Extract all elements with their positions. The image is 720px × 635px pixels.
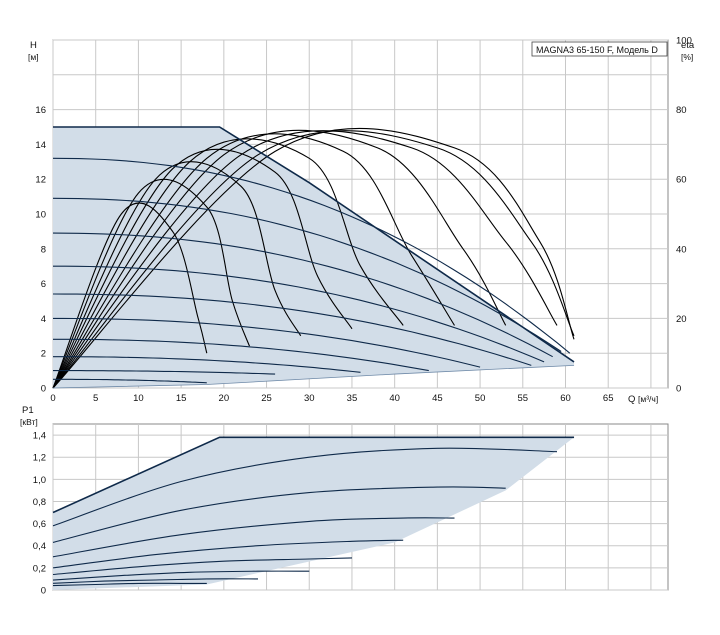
x-tick-label: 35 [347, 393, 358, 404]
head-speed-curve [53, 356, 361, 373]
eta-y-tick-label: 60 [676, 175, 687, 186]
eta-y-axis-label: eta [681, 40, 695, 51]
power-curves [52, 436, 575, 587]
x-tick-label: 40 [389, 393, 400, 404]
power-y-axis-label: P1 [22, 405, 34, 416]
head-x-tick-labels: 0 5 10 15 20 25 30 35 40 45 50 55 60 65 [50, 393, 613, 404]
head-speed-curve [53, 317, 481, 368]
efficiency-curve [52, 130, 575, 389]
x-tick-label: 15 [176, 393, 187, 404]
x-axis-unit: [м³/ч] [638, 394, 658, 404]
power-y-tick-label: 0,6 [33, 519, 46, 530]
power-y-tick-labels: 0 0,2 0,4 0,6 0,8 1,0 1,2 1,4 [33, 431, 46, 597]
efficiency-curve [52, 129, 507, 389]
x-tick-label: 60 [560, 393, 571, 404]
head-y-axis-unit: [м] [28, 52, 39, 62]
head-y-tick-label: 12 [35, 175, 46, 186]
power-curve [52, 486, 506, 543]
head-chart-panel: 0 5 10 15 20 25 30 35 40 45 50 55 60 65 0 2 4 6 8 10 12 14 16… [28, 36, 695, 406]
chart-title: MAGNA3 65-150 F, Модель D [536, 45, 658, 55]
power-y-tick-label: 0,4 [33, 541, 46, 552]
power-max-envelope [52, 436, 575, 514]
efficiency-curve [52, 148, 353, 389]
head-operating-area-fill [53, 127, 575, 388]
power-y-tick-label: 0,8 [33, 497, 46, 508]
efficiency-curve [52, 130, 558, 389]
head-speed-curve [52, 293, 532, 366]
power-chart-panel: 0 0,2 0,4 0,6 0,8 1,0 1,2 1,4 P1 [кВт] [20, 405, 669, 597]
x-tick-label: 10 [133, 393, 144, 404]
power-curve [52, 539, 404, 569]
eta-y-tick-label: 40 [676, 244, 687, 255]
power-y-tick-label: 1,0 [33, 475, 46, 486]
power-curve [52, 570, 310, 581]
head-y-tick-label: 4 [41, 314, 46, 325]
efficiency-curve [52, 133, 455, 389]
head-y-tick-label: 2 [41, 349, 46, 360]
x-tick-label: 25 [261, 393, 272, 404]
eta-y-tick-label: 80 [676, 105, 687, 116]
x-tick-label: 5 [93, 393, 98, 404]
head-speed-curve [52, 232, 553, 358]
power-curve [52, 578, 259, 584]
power-y-tick-label: 0 [41, 586, 46, 597]
x-tick-label: 55 [518, 393, 529, 404]
head-y-tick-label: 8 [41, 244, 46, 255]
head-speed-curve [53, 265, 545, 363]
head-operating-area [53, 127, 575, 388]
x-tick-label: 45 [432, 393, 443, 404]
head-speed-curve [53, 370, 276, 375]
eta-y-tick-labels: 0 20 40 60 80 100 [676, 36, 692, 395]
power-y-tick-label: 1,4 [33, 431, 46, 442]
x-tick-label: 0 [50, 393, 55, 404]
head-y-tick-labels: 0 2 4 6 8 10 12 14 16 [35, 105, 46, 394]
head-y-tick-label: 10 [35, 210, 46, 221]
power-curve [52, 517, 455, 558]
x-tick-label: 50 [475, 393, 486, 404]
head-speed-curves [52, 126, 575, 389]
head-max-envelope [53, 126, 575, 363]
head-y-tick-label: 14 [35, 140, 46, 151]
x-axis-label: Q [628, 394, 635, 405]
head-speed-curve [52, 157, 571, 354]
x-tick-label: 20 [219, 393, 230, 404]
power-y-tick-label: 0,2 [33, 563, 46, 574]
head-min-curve [52, 364, 575, 389]
head-y-axis-label: H [30, 40, 37, 51]
head-speed-curve [53, 338, 429, 372]
power-y-tick-label: 1,2 [33, 453, 46, 464]
eta-y-tick-label: 20 [676, 314, 687, 325]
head-y-tick-label: 16 [35, 105, 46, 116]
power-curve [52, 582, 207, 587]
power-y-axis-unit: [кВт] [20, 417, 38, 427]
efficiency-curve [52, 161, 302, 389]
head-speed-curve [53, 378, 207, 384]
x-tick-label: 65 [603, 393, 614, 404]
eta-y-axis-unit: [%] [681, 52, 693, 62]
head-speed-curve [52, 197, 562, 352]
power-curve [52, 447, 558, 527]
efficiency-curve [52, 127, 575, 389]
x-tick-label: 30 [304, 393, 315, 404]
chart-title-box [531, 41, 668, 57]
power-curve [52, 557, 353, 576]
head-y-tick-label: 0 [41, 384, 46, 395]
eta-y-tick-label: 100 [676, 36, 692, 47]
eta-y-tick-label: 0 [676, 384, 681, 395]
head-y-tick-label: 6 [41, 279, 46, 290]
